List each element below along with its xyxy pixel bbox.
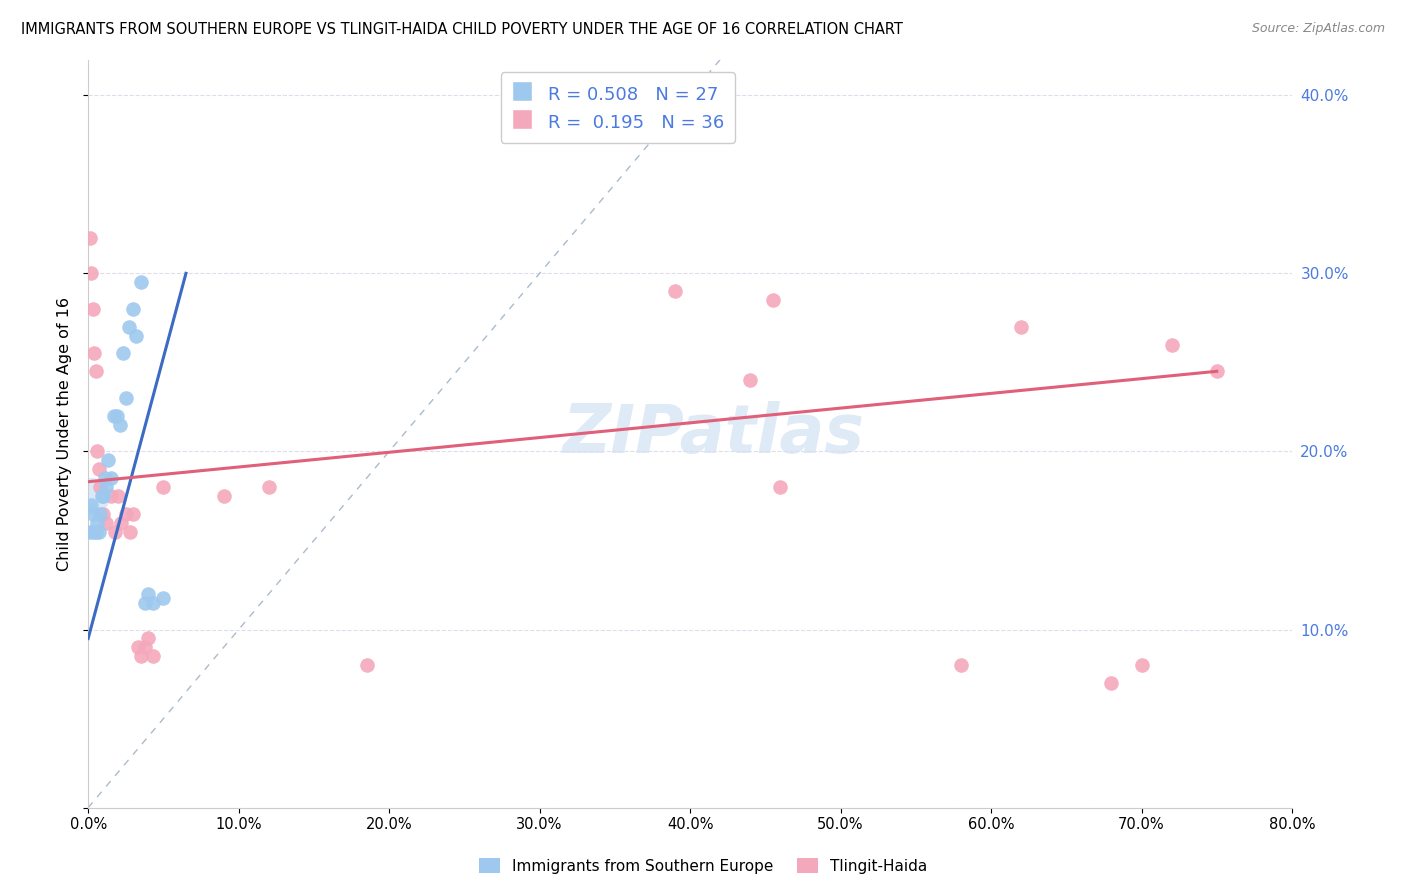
Point: [769, 480, 792, 494]
Point: [79, 524, 101, 539]
Point: [122, 507, 145, 521]
Point: [91, 489, 114, 503]
Point: [82, 507, 104, 521]
Point: [84, 524, 107, 539]
Point: [134, 640, 156, 655]
Point: [127, 640, 149, 655]
Point: [97, 453, 120, 467]
Point: [138, 632, 160, 646]
Point: [96, 516, 118, 530]
Text: ZIPatlas: ZIPatlas: [564, 401, 865, 467]
Y-axis label: Child Poverty Under the Age of 16: Child Poverty Under the Age of 16: [58, 297, 72, 571]
Point: [356, 658, 378, 673]
Point: [257, 480, 280, 494]
Point: [152, 591, 174, 605]
Point: [80, 266, 103, 280]
Point: [83, 346, 105, 360]
Text: Source: ZipAtlas.com: Source: ZipAtlas.com: [1251, 22, 1385, 36]
Point: [110, 516, 132, 530]
Point: [1099, 676, 1122, 690]
Point: [105, 409, 128, 423]
Point: [120, 524, 142, 539]
Point: [134, 596, 156, 610]
Point: [111, 346, 134, 360]
Point: [84, 364, 107, 378]
Point: [86, 516, 108, 530]
Point: [87, 462, 110, 476]
Point: [80, 498, 103, 512]
Point: [114, 391, 136, 405]
Point: [129, 649, 152, 664]
Point: [80, 489, 103, 503]
Point: [107, 489, 129, 503]
Point: [1010, 319, 1032, 334]
Point: [96, 480, 118, 494]
Point: [86, 444, 108, 458]
Legend: R = 0.508   N = 27, R =  0.195   N = 36: R = 0.508 N = 27, R = 0.195 N = 36: [501, 72, 735, 143]
Point: [762, 293, 785, 307]
Point: [91, 507, 114, 521]
Point: [125, 328, 148, 343]
Point: [664, 284, 686, 298]
Point: [122, 301, 145, 316]
Point: [104, 524, 127, 539]
Point: [103, 409, 125, 423]
Point: [142, 596, 165, 610]
Point: [1130, 658, 1153, 673]
Point: [1160, 337, 1182, 351]
Point: [138, 587, 160, 601]
Point: [89, 480, 111, 494]
Legend: Immigrants from Southern Europe, Tlingit-Haida: Immigrants from Southern Europe, Tlingit…: [472, 852, 934, 880]
Point: [93, 471, 115, 485]
Point: [152, 480, 174, 494]
Point: [89, 507, 111, 521]
Point: [108, 417, 131, 432]
Text: IMMIGRANTS FROM SOUTHERN EUROPE VS TLINGIT-HAIDA CHILD POVERTY UNDER THE AGE OF : IMMIGRANTS FROM SOUTHERN EUROPE VS TLING…: [21, 22, 903, 37]
Point: [1205, 364, 1227, 378]
Point: [740, 373, 762, 387]
Point: [212, 489, 235, 503]
Point: [83, 524, 105, 539]
Point: [129, 275, 152, 289]
Point: [142, 649, 165, 664]
Point: [100, 471, 122, 485]
Point: [82, 301, 104, 316]
Point: [949, 658, 972, 673]
Point: [100, 489, 122, 503]
Point: [79, 230, 101, 244]
Point: [118, 319, 141, 334]
Point: [90, 489, 112, 503]
Point: [114, 507, 136, 521]
Point: [87, 524, 110, 539]
